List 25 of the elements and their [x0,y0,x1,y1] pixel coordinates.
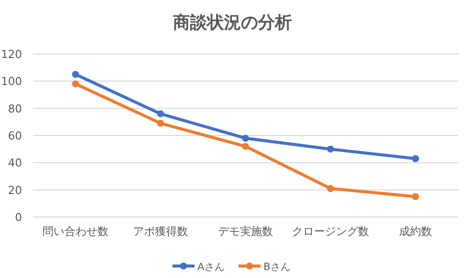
point [412,193,419,200]
point [72,80,79,88]
y-tick-label: 0 [15,211,22,224]
x-tick-label: 問い合わせ数 [42,225,108,238]
point [72,70,79,78]
point [412,155,419,162]
point [242,134,249,142]
y-tick-label: 100 [1,75,22,88]
point [157,110,164,118]
legend-label: Aさん [198,262,224,273]
chart-title: 商談状況の分析 [172,13,292,33]
x-tick-label: デモ実施数 [218,225,273,238]
legend-label: Bさん [264,262,290,273]
point [327,146,334,153]
y-tick-label: 40 [8,156,22,170]
y-tick-label: 20 [8,184,22,197]
y-tick-label: 60 [8,130,22,142]
point [242,142,249,150]
x-tick-label: 成約数 [399,225,432,238]
x-tick-label: クロージング数 [292,225,369,238]
y-tick-label: 120 [1,48,22,61]
x-tick-label: アポ獲得数 [133,225,188,238]
point [327,184,334,192]
y-tick-label: 80 [8,102,22,116]
point [157,120,164,127]
